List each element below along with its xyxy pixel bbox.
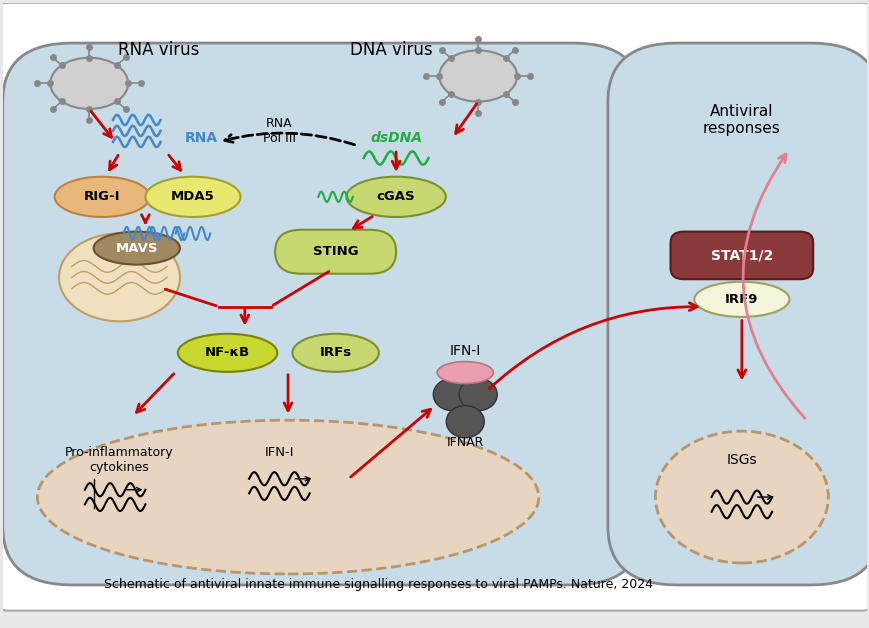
Text: IRFs: IRFs xyxy=(319,346,351,359)
Text: RNA
Pol III: RNA Pol III xyxy=(262,117,295,145)
FancyBboxPatch shape xyxy=(607,43,869,585)
Text: NF-κB: NF-κB xyxy=(205,346,249,359)
Text: cGAS: cGAS xyxy=(376,190,415,203)
Circle shape xyxy=(446,406,484,438)
Text: STING: STING xyxy=(313,246,358,258)
Ellipse shape xyxy=(436,362,493,384)
Text: MAVS: MAVS xyxy=(116,242,158,254)
Text: IFNAR: IFNAR xyxy=(446,436,483,448)
Ellipse shape xyxy=(50,58,128,109)
Ellipse shape xyxy=(37,420,538,574)
Ellipse shape xyxy=(439,50,516,102)
Circle shape xyxy=(459,379,497,411)
Ellipse shape xyxy=(59,234,180,322)
Text: ISGs: ISGs xyxy=(726,453,756,467)
Text: Pro-inflammatory
cytokines: Pro-inflammatory cytokines xyxy=(65,446,174,474)
Text: DNA virus: DNA virus xyxy=(350,41,433,60)
Ellipse shape xyxy=(292,333,378,372)
Text: dsDNA: dsDNA xyxy=(369,131,421,145)
Text: MDA5: MDA5 xyxy=(171,190,215,203)
Text: IFN-I: IFN-I xyxy=(449,344,481,357)
Ellipse shape xyxy=(654,431,827,563)
FancyBboxPatch shape xyxy=(0,3,869,610)
Ellipse shape xyxy=(55,176,149,217)
Text: STAT1/2: STAT1/2 xyxy=(710,249,773,263)
Circle shape xyxy=(433,379,471,411)
FancyBboxPatch shape xyxy=(670,232,813,279)
Ellipse shape xyxy=(94,232,180,264)
FancyBboxPatch shape xyxy=(3,43,641,585)
FancyBboxPatch shape xyxy=(275,230,395,274)
Text: RNA: RNA xyxy=(184,131,217,145)
Ellipse shape xyxy=(177,333,277,372)
Text: IFN-I: IFN-I xyxy=(264,446,294,459)
Text: IRF9: IRF9 xyxy=(725,293,758,306)
Text: Antiviral
responses: Antiviral responses xyxy=(702,104,779,136)
Text: RIG-I: RIG-I xyxy=(83,190,120,203)
Text: RNA virus: RNA virus xyxy=(117,41,199,60)
Ellipse shape xyxy=(346,176,445,217)
Text: Schematic of antiviral innate immune signalling responses to viral PAMPs. Nature: Schematic of antiviral innate immune sig… xyxy=(104,578,653,592)
Ellipse shape xyxy=(693,282,788,317)
Ellipse shape xyxy=(145,176,240,217)
